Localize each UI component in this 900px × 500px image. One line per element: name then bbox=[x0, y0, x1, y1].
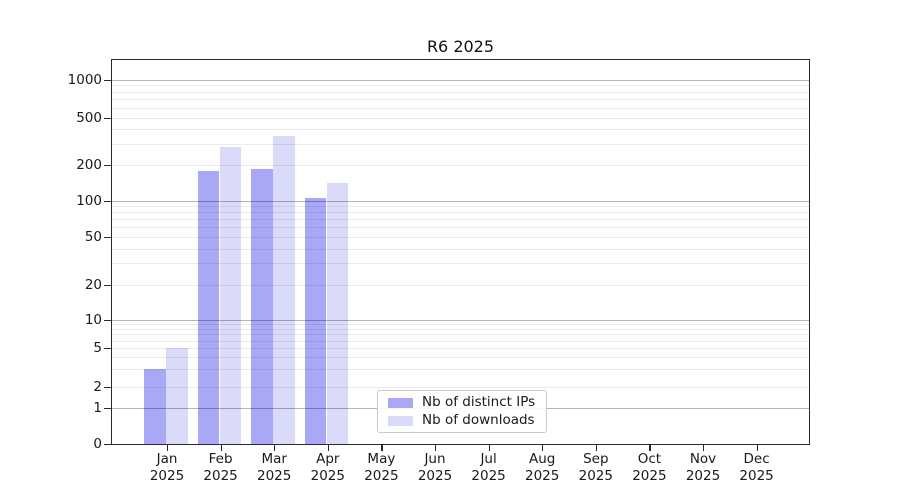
gridline-2 bbox=[112, 386, 809, 388]
x-tick-label-jul: Jul 2025 bbox=[471, 451, 506, 484]
x-tick-label-may: May 2025 bbox=[364, 451, 399, 484]
gridline-3 bbox=[112, 369, 809, 371]
y-tick-label-5: 5 bbox=[93, 340, 102, 356]
legend-swatch-distinct-ips bbox=[388, 397, 413, 408]
x-tick-oct bbox=[649, 445, 651, 451]
x-tick-label-apr: Apr 2025 bbox=[310, 451, 345, 484]
legend-item-downloads: Nb of downloads bbox=[386, 413, 538, 428]
y-tick-label-20: 20 bbox=[84, 276, 102, 293]
y-tick-label-0: 0 bbox=[93, 435, 102, 452]
gridline-70 bbox=[112, 219, 809, 221]
gridline-300 bbox=[112, 143, 809, 145]
gridline-500 bbox=[112, 117, 809, 119]
y-tick-5 bbox=[104, 348, 111, 350]
y-tick-0 bbox=[104, 443, 111, 445]
y-tick-10 bbox=[104, 320, 111, 322]
x-tick-may bbox=[381, 445, 383, 451]
y-tick-2 bbox=[104, 386, 111, 388]
y-tick-label-200: 200 bbox=[76, 156, 102, 173]
legend-item-distinct-ips: Nb of distinct IPs bbox=[386, 395, 538, 410]
gridline-100 bbox=[112, 200, 809, 202]
y-tick-label-500: 500 bbox=[76, 109, 102, 126]
x-tick-sep bbox=[595, 445, 598, 451]
y-tick-500 bbox=[104, 117, 111, 119]
x-tick-label-feb: Feb 2025 bbox=[203, 451, 238, 484]
x-tick-mar bbox=[274, 445, 276, 451]
gridline-6 bbox=[112, 340, 809, 342]
bar-feb-distinct-ips bbox=[197, 171, 220, 445]
bar-feb-downloads bbox=[219, 147, 242, 445]
x-tick-label-jun: Jun 2025 bbox=[417, 451, 453, 484]
y-tick-1 bbox=[104, 408, 111, 410]
gridline-9 bbox=[112, 324, 809, 326]
legend: Nb of distinct IPs Nb of downloads bbox=[377, 390, 547, 433]
x-tick-label-jan: Jan 2025 bbox=[149, 451, 185, 484]
bar-apr-distinct-ips bbox=[304, 197, 327, 445]
gridline-80 bbox=[112, 212, 809, 214]
y-tick-label-2: 2 bbox=[93, 378, 102, 395]
y-tick-1000 bbox=[104, 79, 111, 81]
x-tick-label-sep: Sep 2025 bbox=[578, 451, 613, 484]
x-tick-jul bbox=[488, 445, 490, 451]
gridline-8 bbox=[112, 329, 809, 330]
gridline-900 bbox=[112, 85, 809, 87]
gridline-10 bbox=[112, 320, 809, 322]
x-tick-label-mar: Mar 2025 bbox=[257, 451, 292, 484]
bar-apr-downloads bbox=[326, 183, 349, 445]
gridline-90 bbox=[112, 206, 809, 208]
gridline-30 bbox=[112, 263, 809, 265]
x-tick-jan bbox=[167, 445, 169, 451]
x-tick-label-oct: Oct 2025 bbox=[632, 451, 667, 484]
y-tick-label-10: 10 bbox=[84, 312, 102, 328]
chart-title: R6 2025 bbox=[426, 37, 495, 56]
gridline-50 bbox=[112, 237, 809, 238]
x-tick-aug bbox=[542, 445, 544, 451]
gridline-1000 bbox=[112, 79, 809, 81]
x-tick-feb bbox=[220, 445, 222, 451]
gridline-600 bbox=[112, 107, 809, 109]
bar-mar-downloads bbox=[273, 135, 295, 445]
gridline-4 bbox=[112, 357, 809, 359]
x-tick-apr bbox=[327, 445, 330, 451]
bar-mar-distinct-ips bbox=[251, 168, 273, 445]
y-tick-label-1: 1 bbox=[93, 400, 102, 416]
gridline-40 bbox=[112, 248, 809, 250]
gridline-800 bbox=[112, 91, 809, 93]
bar-jan-distinct-ips bbox=[144, 369, 166, 445]
gridline-5 bbox=[112, 348, 809, 349]
y-tick-100 bbox=[104, 200, 111, 202]
gridline-60 bbox=[112, 227, 809, 229]
gridline-20 bbox=[112, 284, 809, 286]
y-tick-50 bbox=[104, 237, 111, 239]
y-tick-20 bbox=[104, 284, 111, 286]
x-tick-label-nov: Nov 2025 bbox=[685, 451, 721, 484]
y-tick-200 bbox=[104, 164, 111, 166]
x-tick-label-dec: Dec 2025 bbox=[739, 451, 774, 484]
bar-jan-downloads bbox=[166, 348, 188, 445]
x-tick-label-aug: Aug 2025 bbox=[525, 451, 560, 484]
y-tick-label-1000: 1000 bbox=[67, 71, 102, 88]
x-tick-jun bbox=[435, 445, 437, 451]
gridline-400 bbox=[112, 128, 809, 130]
x-tick-dec bbox=[756, 445, 758, 451]
legend-label-downloads: Nb of downloads bbox=[422, 412, 535, 428]
legend-swatch-downloads bbox=[388, 415, 413, 426]
x-tick-nov bbox=[703, 445, 705, 451]
gridline-200 bbox=[112, 164, 809, 166]
gridline-7 bbox=[112, 334, 809, 336]
legend-label-distinct-ips: Nb of distinct IPs bbox=[422, 394, 536, 410]
y-tick-label-100: 100 bbox=[76, 192, 102, 209]
y-tick-label-50: 50 bbox=[84, 229, 102, 245]
gridline-700 bbox=[112, 99, 809, 101]
